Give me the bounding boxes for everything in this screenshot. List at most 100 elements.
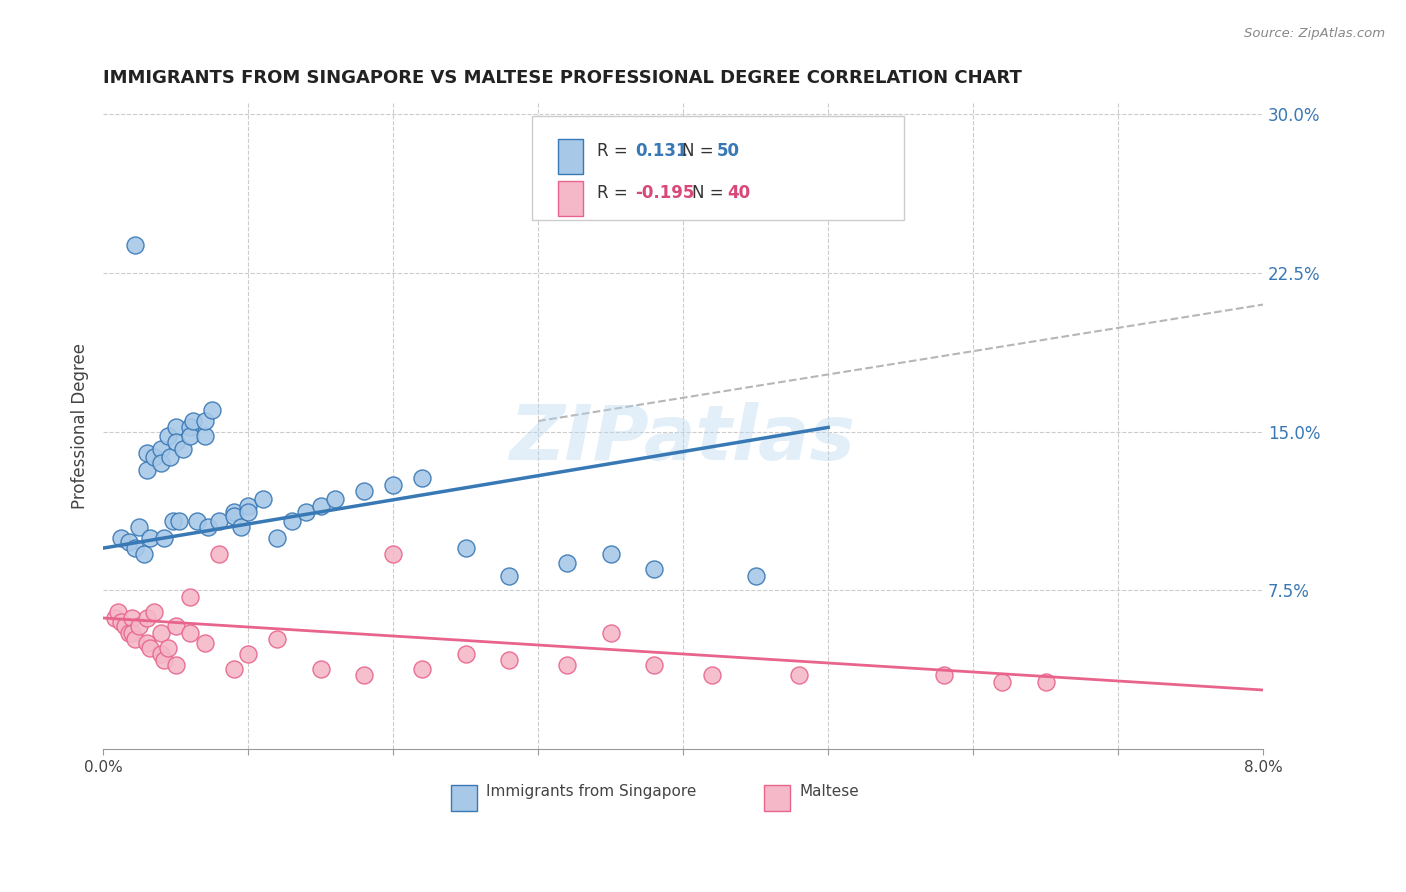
- Point: [555, 657, 578, 672]
- Point: [643, 118, 665, 132]
- Point: [991, 674, 1014, 689]
- Point: [236, 505, 259, 519]
- Point: [197, 520, 219, 534]
- Point: [165, 619, 187, 633]
- Text: Source: ZipAtlas.com: Source: ZipAtlas.com: [1244, 27, 1385, 40]
- Point: [309, 499, 332, 513]
- Point: [179, 420, 201, 434]
- Point: [702, 668, 724, 682]
- Point: [150, 647, 173, 661]
- Point: [643, 657, 665, 672]
- Point: [165, 435, 187, 450]
- Point: [599, 548, 621, 562]
- Point: [280, 514, 302, 528]
- Text: R =: R =: [598, 142, 633, 160]
- Point: [128, 520, 150, 534]
- Point: [142, 450, 165, 464]
- Point: [104, 611, 127, 625]
- Point: [135, 636, 157, 650]
- Point: [150, 625, 173, 640]
- Point: [934, 668, 956, 682]
- Point: [153, 531, 176, 545]
- Point: [454, 541, 477, 555]
- Point: [172, 442, 194, 456]
- Point: [142, 605, 165, 619]
- Point: [411, 471, 433, 485]
- Point: [138, 640, 160, 655]
- FancyBboxPatch shape: [451, 785, 477, 811]
- Point: [787, 668, 810, 682]
- Point: [159, 450, 181, 464]
- Point: [153, 653, 176, 667]
- Point: [121, 611, 143, 625]
- FancyBboxPatch shape: [533, 116, 904, 219]
- Text: 0.131: 0.131: [636, 142, 688, 160]
- Point: [236, 647, 259, 661]
- Point: [157, 429, 180, 443]
- Point: [498, 653, 520, 667]
- Point: [128, 619, 150, 633]
- Text: 50: 50: [717, 142, 740, 160]
- Point: [135, 611, 157, 625]
- Text: R =: R =: [598, 184, 633, 202]
- Point: [179, 429, 201, 443]
- Point: [110, 531, 132, 545]
- FancyBboxPatch shape: [765, 785, 790, 811]
- Point: [194, 414, 217, 428]
- Point: [353, 483, 375, 498]
- Text: N =: N =: [692, 184, 730, 202]
- Point: [222, 662, 245, 676]
- Point: [353, 668, 375, 682]
- FancyBboxPatch shape: [558, 181, 583, 217]
- Point: [132, 548, 155, 562]
- Point: [167, 514, 190, 528]
- Text: -0.195: -0.195: [636, 184, 695, 202]
- Point: [498, 568, 520, 582]
- Point: [295, 505, 318, 519]
- Text: IMMIGRANTS FROM SINGAPORE VS MALTESE PROFESSIONAL DEGREE CORRELATION CHART: IMMIGRANTS FROM SINGAPORE VS MALTESE PRO…: [103, 69, 1022, 87]
- FancyBboxPatch shape: [558, 139, 583, 175]
- Point: [121, 625, 143, 640]
- Point: [150, 457, 173, 471]
- Point: [382, 477, 405, 491]
- Point: [222, 509, 245, 524]
- Point: [382, 548, 405, 562]
- Point: [135, 463, 157, 477]
- Point: [118, 625, 141, 640]
- Point: [124, 238, 146, 252]
- Text: Immigrants from Singapore: Immigrants from Singapore: [486, 784, 696, 799]
- Point: [266, 632, 288, 647]
- Point: [194, 636, 217, 650]
- Point: [229, 520, 252, 534]
- Point: [208, 514, 231, 528]
- Point: [135, 446, 157, 460]
- Point: [194, 429, 217, 443]
- Point: [744, 568, 766, 582]
- Point: [165, 657, 187, 672]
- Point: [555, 556, 578, 570]
- Text: ZIPatlas: ZIPatlas: [510, 402, 856, 476]
- Point: [454, 647, 477, 661]
- Point: [252, 492, 274, 507]
- Point: [165, 420, 187, 434]
- Point: [208, 548, 231, 562]
- Point: [107, 605, 129, 619]
- Point: [138, 531, 160, 545]
- Point: [118, 534, 141, 549]
- Point: [411, 662, 433, 676]
- Point: [323, 492, 346, 507]
- Point: [201, 403, 224, 417]
- Point: [124, 632, 146, 647]
- Point: [124, 541, 146, 555]
- Point: [179, 590, 201, 604]
- Point: [186, 514, 208, 528]
- Point: [643, 562, 665, 576]
- Point: [114, 619, 136, 633]
- Point: [599, 625, 621, 640]
- Point: [222, 505, 245, 519]
- Point: [181, 414, 204, 428]
- Point: [266, 531, 288, 545]
- Text: Maltese: Maltese: [799, 784, 859, 799]
- Point: [1035, 674, 1057, 689]
- Text: 40: 40: [727, 184, 751, 202]
